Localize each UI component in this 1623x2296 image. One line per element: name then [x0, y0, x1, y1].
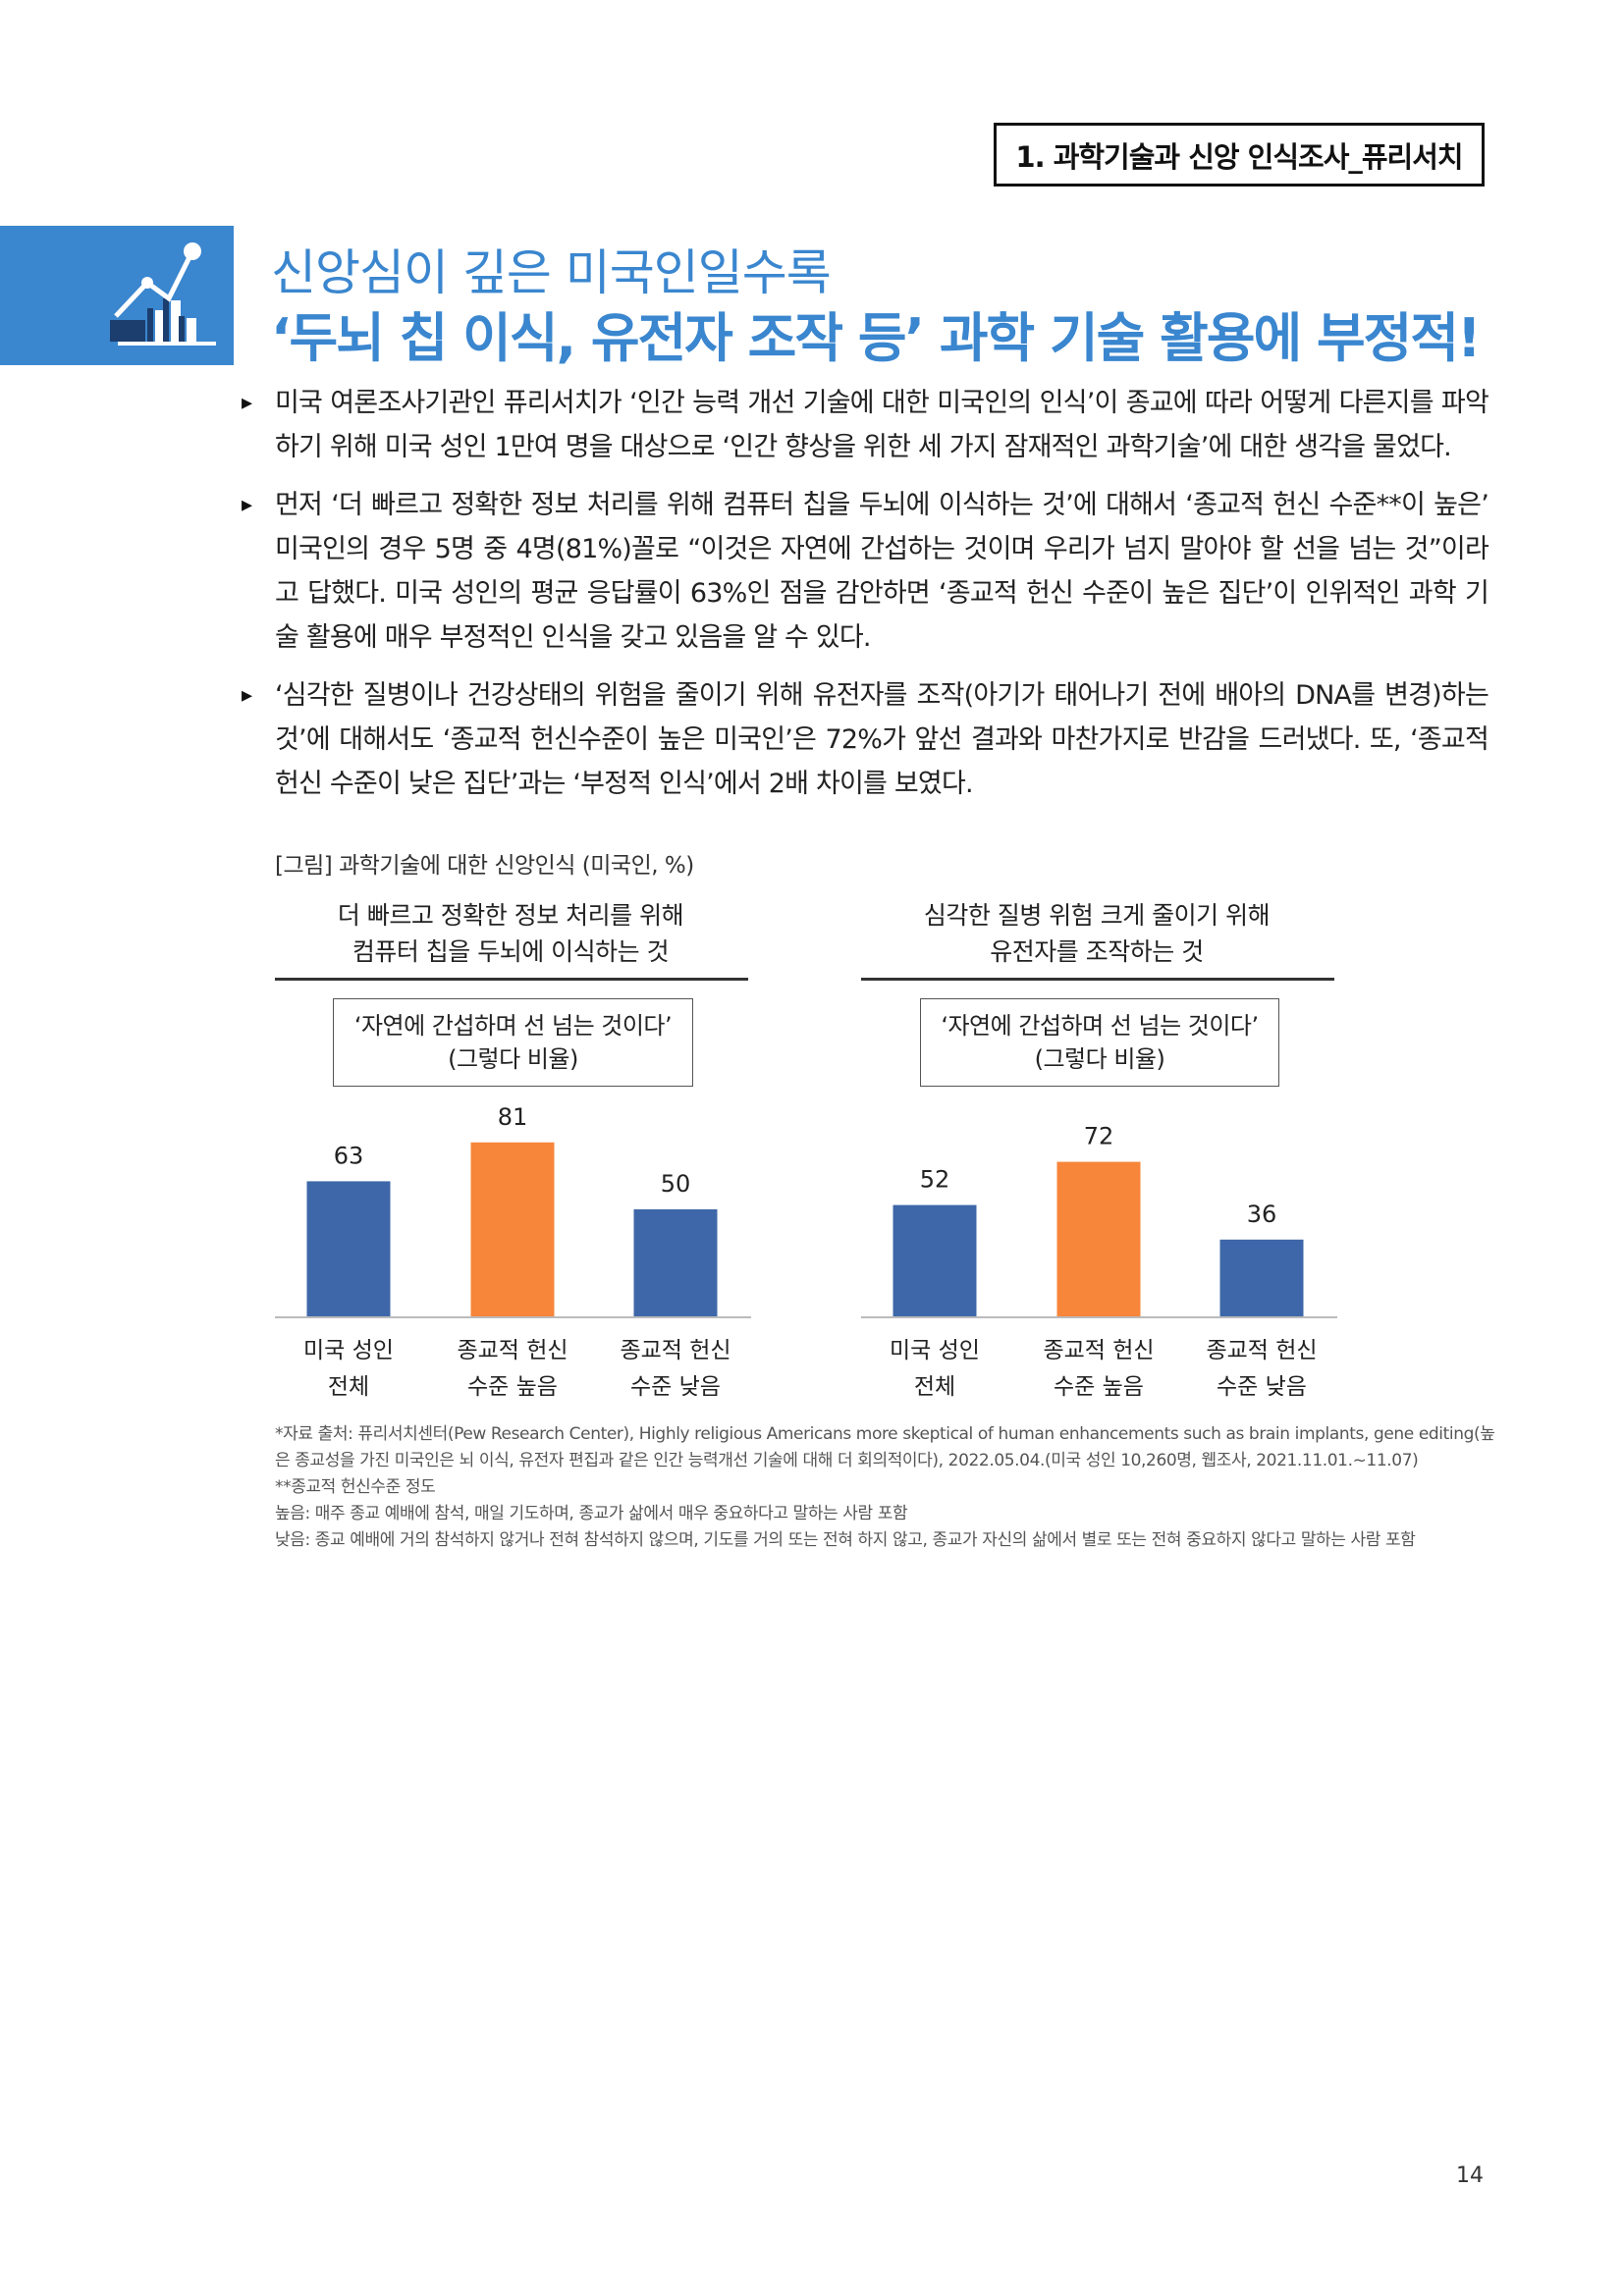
chart-right-data-label-2: 72 [1084, 1123, 1114, 1150]
chart-right-category-2: 종교적 헌신 수준 높음 [1030, 1333, 1167, 1406]
footnote-low: 낮음: 종교 예배에 거의 참석하지 않거나 전혀 참석하지 않으며, 기도를 … [275, 1530, 1416, 1550]
chart-right-bar-3 [1219, 1239, 1304, 1317]
page-title-line1: 신앙심이 깊은 미국인일수록 [271, 244, 832, 301]
footnote-high: 높음: 매주 종교 예배에 참석, 매일 기도하며, 종교가 삶에서 매우 중요… [275, 1504, 908, 1523]
footnotes: *자료 출처: 퓨리서치센터(Pew Research Center), Hig… [275, 1421, 1502, 1554]
page-title-line2: ‘두뇌 칩 이식, 유전자 조작 등’ 과학 기술 활용에 부정적! [271, 307, 1482, 369]
chart-left-category-2-line2: 수준 높음 [467, 1374, 558, 1400]
chart-right-subtitle-line1: ‘자연에 간섭하며 선 넘는 것이다’ [941, 1012, 1259, 1040]
chart-right-category-1-line2: 전체 [913, 1374, 956, 1400]
chart-right-title-line2: 유전자를 조작하는 것 [990, 937, 1204, 966]
chart-right-subtitle-box: ‘자연에 간섭하며 선 넘는 것이다’ (그렇다 비율) [920, 998, 1279, 1087]
chart-right-category-1: 미국 성인 전체 [866, 1333, 1003, 1406]
chart-right-bar-2 [1056, 1161, 1141, 1317]
chart-left-plot: 63 81 50 [275, 1103, 751, 1318]
chart-left-category-3: 종교적 헌신 수준 낮음 [607, 1333, 744, 1406]
chart-left-subtitle-box: ‘자연에 간섭하며 선 넘는 것이다’ (그렇다 비율) [333, 998, 693, 1087]
page-number: 14 [1456, 2163, 1484, 2188]
chart-left-bar-1 [306, 1181, 391, 1317]
chart-right-data-label-1: 52 [920, 1166, 950, 1194]
chart-right-category-3-line2: 수준 낮음 [1217, 1374, 1307, 1400]
section-logo-icon [0, 226, 234, 365]
figure-caption: [그림] 과학기술에 대한 신앙인식 (미국인, %) [275, 853, 694, 879]
chart-right-category-3: 종교적 헌신 수준 낮음 [1193, 1333, 1330, 1406]
chart-right-bar-1 [893, 1204, 977, 1317]
body-bullet-2: 먼저 ‘더 빠르고 정확한 정보 처리를 위해 컴퓨터 칩을 두뇌에 이식하는 … [242, 483, 1489, 660]
body-bullet-3: ‘심각한 질병이나 건강상태의 위험을 줄이기 위해 유전자를 조작(아기가 태… [242, 673, 1489, 806]
body-bullet-1: 미국 여론조사기관인 퓨리서치가 ‘인간 능력 개선 기술에 대한 미국인의 인… [242, 381, 1489, 469]
chart-left-data-label-3: 50 [661, 1170, 691, 1198]
chart-right-rule [861, 978, 1334, 981]
chart-right-category-2-line2: 수준 높음 [1054, 1374, 1144, 1400]
chart-left-bar-2 [470, 1142, 555, 1317]
chart-left-rule [275, 978, 748, 981]
chart-left-bar-3 [633, 1209, 718, 1317]
chart-left-category-3-line2: 수준 낮음 [630, 1374, 721, 1400]
body-bullet-list: 미국 여론조사기관인 퓨리서치가 ‘인간 능력 개선 기술에 대한 미국인의 인… [242, 381, 1489, 820]
chart-left-category-3-line1: 종교적 헌신 [620, 1338, 731, 1363]
chart-right-subtitle-line2: (그렇다 비율) [1034, 1045, 1165, 1073]
footnote-source: *자료 출처: 퓨리서치센터(Pew Research Center), Hig… [275, 1424, 1495, 1470]
chart-right-category-1-line1: 미국 성인 [890, 1338, 980, 1363]
chart-left-title-line1: 더 빠르고 정확한 정보 처리를 위해 [337, 901, 684, 930]
chart-left-category-2: 종교적 헌신 수준 높음 [444, 1333, 581, 1406]
chart-right-title-line1: 심각한 질병 위험 크게 줄이기 위해 [923, 901, 1271, 930]
chart-left-data-label-1: 63 [334, 1142, 364, 1169]
section-tag: 1. 과학기술과 신앙 인식조사_퓨리서치 [994, 123, 1485, 187]
chart-left-subtitle-line2: (그렇다 비율) [448, 1045, 578, 1073]
chart-left-category-1-line2: 전체 [327, 1374, 370, 1400]
chart-left-category-1: 미국 성인 전체 [280, 1333, 417, 1406]
chart-right-title: 심각한 질병 위험 크게 줄이기 위해 유전자를 조작하는 것 [861, 897, 1332, 970]
chart-right-category-3-line1: 종교적 헌신 [1206, 1338, 1318, 1363]
chart-left-data-label-2: 81 [498, 1103, 528, 1131]
chart-left-title-line2: 컴퓨터 칩을 두뇌에 이식하는 것 [352, 937, 670, 966]
chart-right-category-2-line1: 종교적 헌신 [1043, 1338, 1155, 1363]
chart-left-category-2-line1: 종교적 헌신 [457, 1338, 568, 1363]
chart-right-data-label-3: 36 [1247, 1201, 1277, 1228]
chart-left-subtitle-line1: ‘자연에 간섭하며 선 넘는 것이다’ [353, 1012, 673, 1040]
chart-left-title: 더 빠르고 정확한 정보 처리를 위해 컴퓨터 칩을 두뇌에 이식하는 것 [275, 897, 746, 970]
chart-right-plot: 52 72 36 [861, 1123, 1337, 1318]
footnote-definition: **종교적 헌신수준 정도 [275, 1477, 436, 1497]
chart-left-category-1-line1: 미국 성인 [303, 1338, 394, 1363]
